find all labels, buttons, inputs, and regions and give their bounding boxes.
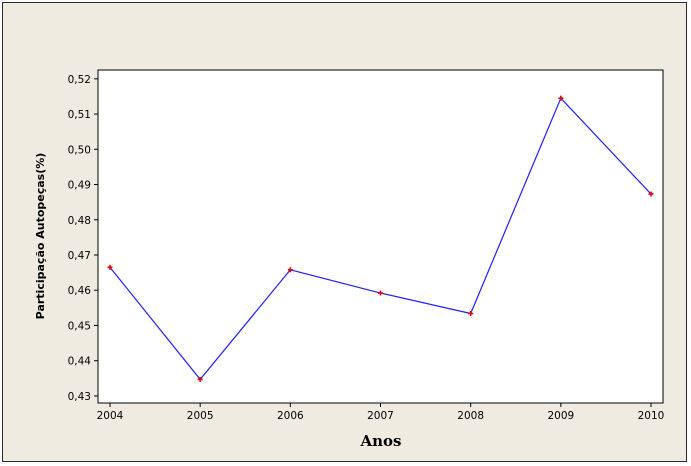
x-tick-label: 2008 (457, 410, 484, 422)
y-tick-label: 0,49 (68, 180, 91, 192)
plot-area (97, 69, 664, 404)
y-axis: 0,43 0,44 0,45 0,46 0,47 0,48 0,49 0,50 0,51 0,52 (68, 74, 98, 403)
y-tick-label: 0,43 (68, 391, 91, 403)
data-point-marker (468, 310, 474, 316)
x-tick-label: 2010 (638, 410, 665, 422)
data-point-marker (197, 376, 203, 382)
x-axis-label: Anos (360, 432, 402, 450)
y-axis-label: Participação Autopeças(%) (34, 153, 47, 320)
data-point-marker (378, 290, 383, 296)
x-tick-label: 2009 (547, 410, 574, 422)
x-tick-label: 2007 (367, 410, 394, 422)
y-tick-label: 0,50 (68, 144, 91, 156)
data-point-marker (648, 191, 654, 197)
series-markers (107, 95, 654, 382)
data-point-marker (558, 95, 564, 101)
y-tick-label: 0,45 (68, 320, 91, 332)
y-tick-label: 0,47 (68, 250, 91, 262)
y-tick-label: 0,48 (68, 215, 91, 227)
x-axis: 2004 2005 2006 2007 2008 2009 2010 (97, 403, 665, 422)
y-tick-label: 0,52 (68, 74, 91, 86)
data-point-marker (287, 267, 293, 273)
x-tick-label: 2005 (187, 410, 214, 422)
x-tick-label: 2006 (277, 410, 304, 422)
y-tick-label: 0,46 (68, 285, 92, 297)
x-tick-label: 2004 (97, 410, 124, 422)
y-tick-label: 0,51 (68, 109, 91, 121)
y-tick-label: 0,44 (68, 356, 92, 368)
data-point-marker (107, 264, 113, 270)
